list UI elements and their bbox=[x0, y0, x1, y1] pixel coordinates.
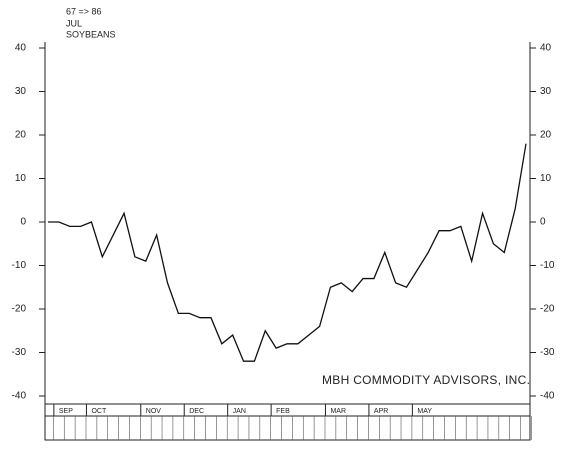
y-tick-label: -10 bbox=[12, 260, 27, 271]
y2-tick-label: 0 bbox=[540, 217, 546, 228]
y2-tick-label: 30 bbox=[540, 86, 552, 97]
y-tick-label: 40 bbox=[15, 43, 27, 54]
y-tick-label: 30 bbox=[15, 86, 27, 97]
y-tick-label: 20 bbox=[15, 130, 27, 141]
y-tick-label: -40 bbox=[12, 391, 27, 402]
annotation: MBH COMMODITY ADVISORS, INC. bbox=[322, 373, 530, 387]
month-label: MAY bbox=[417, 408, 432, 415]
y-tick-label: -30 bbox=[12, 347, 27, 358]
month-label: NOV bbox=[146, 408, 162, 415]
month-label: DEC bbox=[189, 408, 204, 415]
month-label: OCT bbox=[91, 408, 107, 415]
month-label: FEB bbox=[276, 408, 290, 415]
month-label: MAR bbox=[330, 408, 346, 415]
y-tick-label: 10 bbox=[15, 173, 27, 184]
data-line bbox=[48, 143, 527, 362]
month-label: SEP bbox=[59, 408, 73, 415]
y2-tick-label: 40 bbox=[540, 43, 552, 54]
header-line: 67 => 86 bbox=[66, 6, 102, 16]
month-label: APR bbox=[374, 408, 388, 415]
y-tick-label: -20 bbox=[12, 304, 27, 315]
header-line: JUL bbox=[66, 18, 82, 28]
month-label: JAN bbox=[233, 408, 246, 415]
y2-tick-label: -40 bbox=[540, 391, 555, 402]
y2-tick-label: 10 bbox=[540, 173, 552, 184]
y-tick-label: 0 bbox=[20, 217, 26, 228]
y2-tick-label: -20 bbox=[540, 304, 555, 315]
y2-tick-label: 20 bbox=[540, 130, 552, 141]
table-frame bbox=[44, 403, 531, 441]
header-line: SOYBEANS bbox=[66, 29, 116, 39]
y2-tick-label: -30 bbox=[540, 347, 555, 358]
y2-tick-label: -10 bbox=[540, 260, 555, 271]
